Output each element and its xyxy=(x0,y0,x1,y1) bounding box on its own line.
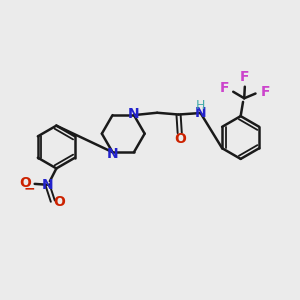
Text: −: − xyxy=(24,182,35,196)
Text: N: N xyxy=(107,147,118,161)
Text: O: O xyxy=(53,195,65,209)
Text: O: O xyxy=(19,176,31,190)
Text: N: N xyxy=(42,178,53,192)
Text: F: F xyxy=(219,81,229,95)
Text: F: F xyxy=(240,70,250,84)
Text: H: H xyxy=(196,99,205,112)
Text: N: N xyxy=(195,106,206,120)
Text: O: O xyxy=(174,133,186,146)
Text: F: F xyxy=(260,85,270,99)
Text: N: N xyxy=(128,106,140,121)
